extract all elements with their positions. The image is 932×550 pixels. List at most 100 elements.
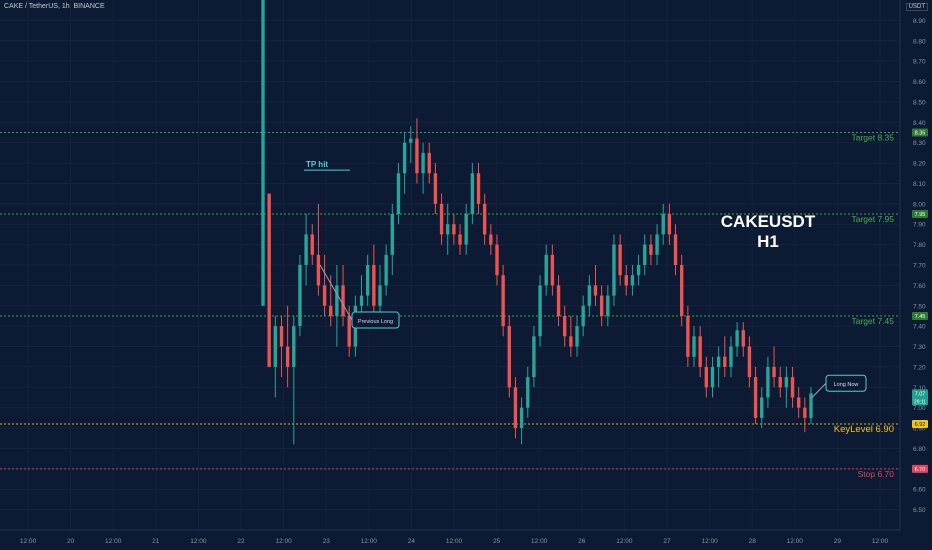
candle-body — [365, 265, 370, 296]
price-tag-label: 6.92 — [915, 422, 926, 428]
candle-body — [581, 305, 585, 327]
candle-body — [692, 336, 696, 357]
x-tick-label: 12:00 — [787, 538, 804, 545]
axis-currency-badge[interactable]: USDT — [905, 3, 928, 11]
candle-body — [655, 234, 659, 255]
candle-body — [618, 244, 622, 276]
x-tick-label: 12:00 — [531, 538, 548, 545]
candle-body — [452, 224, 456, 235]
candle-body — [784, 377, 789, 388]
y-tick-label: 8.00 — [913, 201, 926, 208]
candle-body — [378, 285, 382, 306]
candle-body — [766, 366, 770, 398]
candle-body — [612, 244, 616, 296]
candle-body — [716, 356, 721, 367]
candle-body — [698, 336, 702, 367]
price-tag-countdown: 29:11 — [914, 399, 926, 405]
candle-body — [673, 234, 678, 265]
candle-body — [790, 377, 795, 398]
level-label: Stop 6.70 — [858, 469, 895, 479]
candle-body — [464, 214, 468, 245]
y-tick-label: 8.60 — [913, 79, 926, 86]
price-tag-label: 7.95 — [915, 212, 926, 218]
previous-long-callout — [351, 311, 400, 329]
x-tick-label: 24 — [408, 538, 416, 545]
previous-long-label: Previous Long — [358, 319, 393, 325]
candle-body — [267, 193, 271, 367]
y-tick-label: 7.20 — [913, 364, 926, 371]
candle-body — [335, 285, 339, 316]
callout-pointer — [811, 382, 827, 398]
candle-body — [482, 203, 487, 235]
candle-body — [803, 407, 807, 418]
candle-body — [550, 254, 555, 286]
candle-body — [446, 224, 450, 235]
candle-body — [489, 234, 493, 245]
x-tick-label: 12:00 — [701, 538, 718, 545]
long-now-label: Long Now — [834, 382, 859, 388]
y-tick-label: 6.80 — [913, 446, 926, 453]
y-axis: 6.50 6.60 6.70 6.80 6.90 7.00 7.10 7.20 7.30 7.40… — [899, 0, 926, 530]
y-tick-label: 7.70 — [913, 263, 926, 270]
price-tag — [912, 464, 928, 473]
candle-body — [390, 214, 394, 255]
candle-body — [563, 315, 567, 337]
candle-body — [606, 295, 610, 316]
y-tick-label: 8.30 — [913, 140, 926, 147]
x-tick-label: 12:00 — [872, 538, 889, 545]
y-tick-label: 8.50 — [913, 99, 926, 106]
candle-body — [667, 214, 672, 235]
level-label: Target 8.35 — [851, 133, 894, 143]
candle-body — [427, 152, 431, 174]
x-tick-label: 12:00 — [616, 538, 633, 545]
price-levels: Target 8.35 Target 7.95 Target 7.45 KeyLeve… — [0, 132, 900, 479]
candle-body — [304, 234, 308, 265]
candle-body — [710, 366, 715, 388]
x-tick-label: 29 — [834, 538, 842, 545]
y-tick-label: 7.80 — [913, 242, 926, 249]
candle-body — [409, 138, 413, 143]
candle-body — [421, 152, 425, 174]
candle-body — [753, 377, 758, 418]
candle-body — [704, 366, 709, 388]
candle-body — [772, 366, 776, 378]
y-tick-label: 8.90 — [913, 18, 926, 25]
candle-body — [593, 285, 598, 296]
x-tick-label: 12:00 — [20, 538, 37, 545]
candle-body — [292, 326, 296, 367]
candle-body — [261, 0, 265, 306]
candle-body — [809, 393, 813, 418]
candle-body — [636, 265, 641, 276]
candle-body — [747, 346, 752, 378]
x-tick-label: 25 — [493, 538, 501, 545]
candle-body — [285, 346, 290, 367]
x-tick-label: 21 — [152, 538, 160, 545]
chart-subtitle: H1 — [757, 232, 779, 251]
y-tick-label: 6.60 — [913, 487, 926, 494]
candle-body — [723, 356, 727, 367]
y-tick-label: 6.50 — [913, 507, 926, 514]
candle-body — [556, 285, 561, 316]
candle-body — [415, 138, 419, 174]
candle-body — [760, 397, 764, 418]
y-tick-label: 8.20 — [913, 161, 926, 168]
y-tick-label: 7.00 — [913, 405, 926, 412]
candle-body — [624, 275, 628, 286]
candle-body — [384, 254, 388, 286]
candle-body — [372, 265, 376, 306]
y-tick-label: 8.40 — [913, 120, 926, 127]
candle-body — [507, 326, 511, 388]
x-tick-label: 20 — [67, 538, 75, 545]
annotations: TP hit Previous Long Long Now — [304, 160, 867, 398]
candle-body — [649, 244, 653, 255]
candle-body — [433, 173, 438, 204]
price-tag — [912, 210, 928, 219]
candle-body — [347, 315, 351, 347]
candle-body — [329, 305, 333, 316]
candle-body — [316, 254, 321, 286]
candle-body — [575, 326, 579, 347]
candle-body — [686, 315, 690, 357]
candle-body — [439, 203, 444, 235]
candle-body — [396, 173, 401, 215]
